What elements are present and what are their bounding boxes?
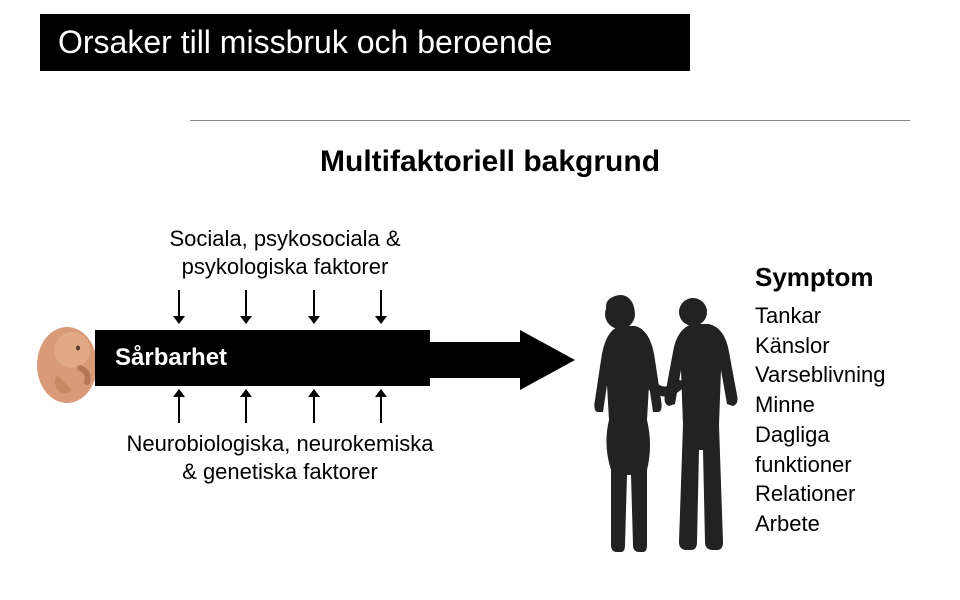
arrow-down-icon xyxy=(313,290,315,318)
symptom-item: Relationer xyxy=(755,479,885,509)
subtitle: Multifaktoriell bakgrund xyxy=(320,145,660,179)
symptom-item: Arbete xyxy=(755,509,885,539)
vulnerability-label: Sårbarhet xyxy=(115,344,227,371)
arrow-up-icon xyxy=(245,395,247,423)
symptom-item: funktioner xyxy=(755,450,885,480)
symptom-item: Varseblivning xyxy=(755,360,885,390)
symptom-block: Symptom Tankar Känslor Varseblivning Min… xyxy=(755,260,885,539)
symptom-item: Dagliga xyxy=(755,420,885,450)
arrow-down-icon xyxy=(380,290,382,318)
arrow-up-icon xyxy=(380,395,382,423)
people-silhouette-icon xyxy=(565,290,750,570)
arrow-up-icon xyxy=(313,395,315,423)
bottom-factors-line1: Neurobiologiska, neurokemiska xyxy=(127,431,434,456)
arrows-down-group xyxy=(145,290,415,318)
arrows-up-group xyxy=(145,395,415,423)
page-title: Orsaker till missbruk och beroende xyxy=(58,24,552,60)
symptom-item: Tankar xyxy=(755,301,885,331)
page-title-bar: Orsaker till missbruk och beroende xyxy=(40,14,690,71)
symptom-item: Minne xyxy=(755,390,885,420)
top-factors-label: Sociala, psykosociala & psykologiska fak… xyxy=(135,225,435,280)
bottom-factors-label: Neurobiologiska, neurokemiska & genetisk… xyxy=(105,430,455,485)
bottom-factors-line2: & genetiska faktorer xyxy=(182,459,378,484)
symptom-title: Symptom xyxy=(755,260,885,295)
horizontal-divider xyxy=(190,120,910,121)
symptom-item: Känslor xyxy=(755,331,885,361)
top-factors-line1: Sociala, psykosociala & xyxy=(169,226,400,251)
arrow-up-icon xyxy=(178,395,180,423)
arrow-down-icon xyxy=(245,290,247,318)
big-arrow-right-icon xyxy=(430,330,575,390)
arrow-down-icon xyxy=(178,290,180,318)
vulnerability-bar: Sårbarhet xyxy=(95,330,430,386)
fetus-icon xyxy=(32,320,102,405)
top-factors-line2: psykologiska faktorer xyxy=(182,254,389,279)
